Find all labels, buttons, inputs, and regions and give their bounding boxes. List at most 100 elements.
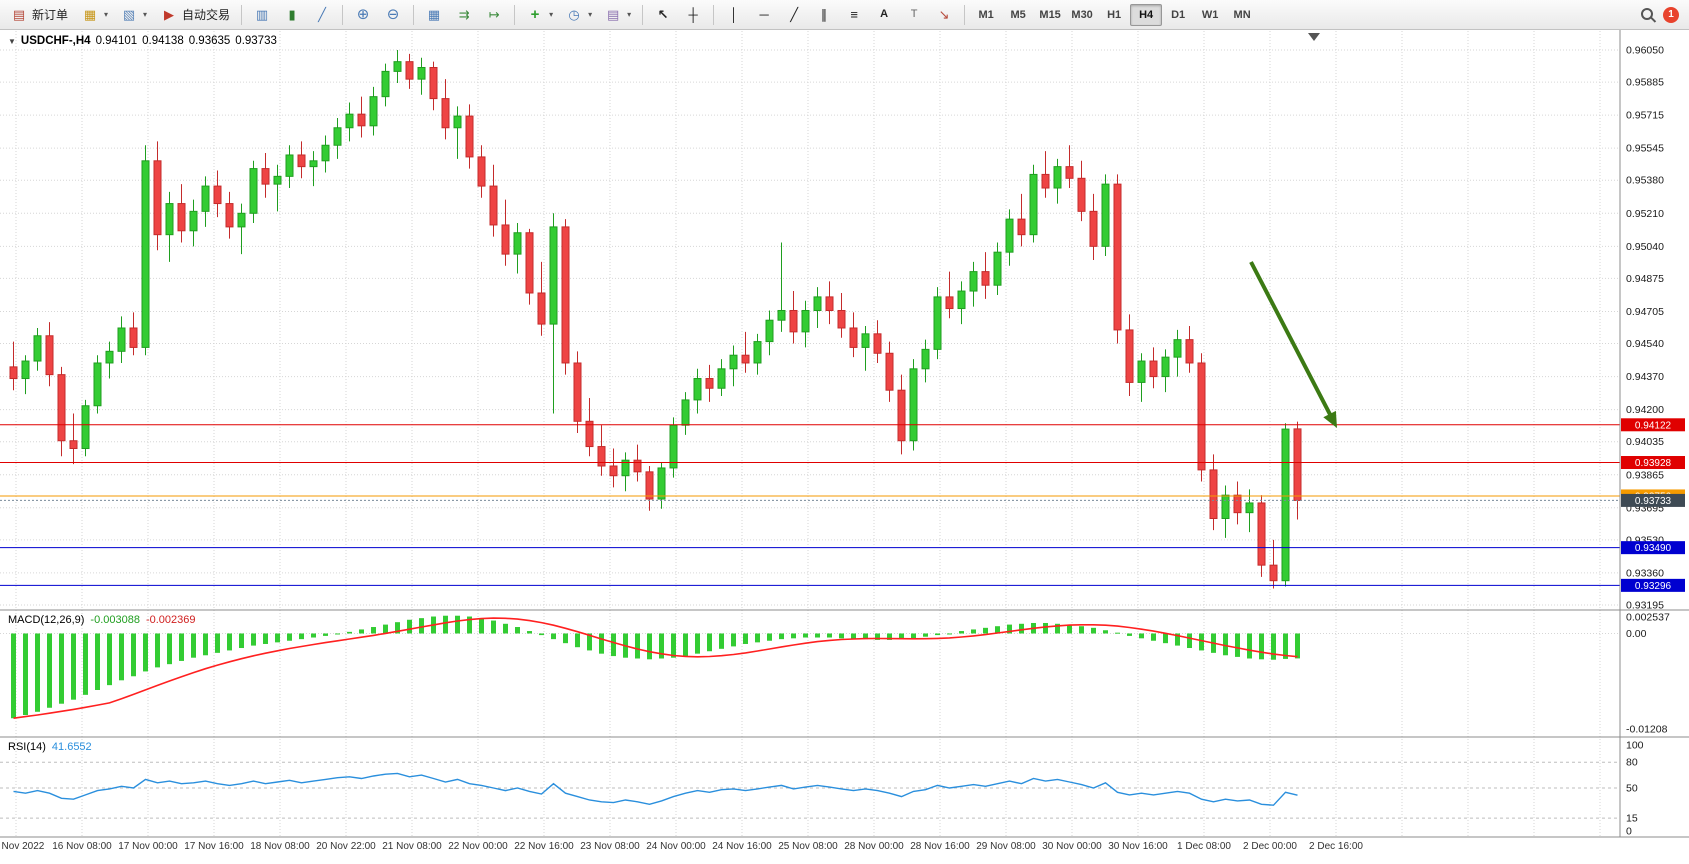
auto-trading-button[interactable]: 自动交易 (154, 2, 236, 28)
templates-dropdown-caret-icon[interactable]: ▾ (627, 10, 632, 19)
trendline-button[interactable] (779, 2, 809, 28)
time-axis-label: 17 Nov 00:00 (118, 841, 178, 852)
macd-histogram-bar (131, 633, 136, 677)
timeframe-mn-button[interactable]: MN (1233, 8, 1251, 21)
candle-bear (741, 354, 750, 364)
macd-histogram-bar (1283, 633, 1288, 659)
macd-histogram-bar (143, 633, 148, 672)
macd-axis-label: 0.002537 (1626, 612, 1670, 624)
timeframe-h4-button[interactable]: H4 (1130, 3, 1163, 26)
toolbar-separator (642, 4, 644, 25)
timeframe-w1-button[interactable]: W1 (1201, 8, 1219, 21)
chart-shift-icon (485, 6, 503, 24)
candle-bear (1149, 360, 1158, 378)
macd-histogram-bar (539, 633, 544, 636)
new-order-icon (10, 6, 28, 24)
fibonacci-button[interactable] (839, 2, 869, 28)
candle-bear (1041, 173, 1050, 189)
macd-histogram-bar (299, 633, 304, 640)
macd-histogram-bar (311, 633, 316, 638)
timeframe-d1-button[interactable]: D1 (1171, 8, 1186, 21)
horizontal-line-icon (755, 6, 773, 24)
periods-button[interactable]: ▾ (559, 2, 598, 28)
candle-bear (573, 362, 582, 422)
charts-dropdown-caret-icon[interactable]: ▾ (104, 10, 109, 19)
candle-bull (1005, 218, 1014, 253)
candle-bear (525, 232, 534, 294)
indicators-dropdown-caret-icon[interactable]: ▾ (549, 10, 554, 19)
macd-histogram-bar (899, 633, 904, 640)
trend-arrow-object[interactable] (1249, 261, 1333, 417)
time-axis-label: 20 Nov 22:00 (316, 841, 376, 852)
zoom-out-button[interactable] (378, 2, 408, 28)
toolbar: 新订单 ▾ ▾ 自动交易 ▾ ▾ ▾ M1 M5 M15 M30 H1 H4 D1 W1 MN 1 (0, 0, 1689, 30)
profiles-button[interactable]: ▾ (114, 2, 153, 28)
timeframe-m5-button[interactable]: M5 (1010, 8, 1026, 21)
candle-bull (657, 467, 666, 500)
text-button[interactable] (869, 2, 899, 28)
candle-bull (93, 362, 102, 407)
timeframe-h1-button[interactable]: H1 (1107, 8, 1122, 21)
candle-bull (309, 160, 318, 168)
timeframe-m30-button[interactable]: M30 (1071, 8, 1093, 21)
vertical-line-button[interactable] (719, 2, 749, 28)
periods-dropdown-caret-icon[interactable]: ▾ (588, 10, 593, 19)
fibonacci-icon (845, 6, 863, 24)
macd-histogram-bar (671, 633, 676, 658)
macd-histogram-bar (1151, 633, 1156, 641)
timeframe-m1-button[interactable]: M1 (978, 8, 994, 21)
candle-bull (957, 290, 966, 310)
arrows-button[interactable] (929, 2, 959, 28)
hline-price-tag-text: 0.93296 (1635, 581, 1672, 592)
candle-bear (597, 446, 606, 467)
profiles-dropdown-caret-icon[interactable]: ▾ (143, 10, 148, 19)
macd-histogram-bar (851, 633, 856, 640)
macd-axis-label: 0.00 (1626, 628, 1647, 640)
chart-shift-button[interactable] (479, 2, 509, 28)
macd-histogram-bar (383, 624, 388, 634)
macd-histogram-bar (251, 633, 256, 646)
hline-price-tag (1621, 456, 1685, 470)
candle-bull (621, 459, 630, 477)
macd-histogram-bar (179, 633, 184, 661)
candle-bull (729, 354, 738, 370)
tile-windows-icon (425, 6, 443, 24)
zoom-in-button[interactable] (348, 2, 378, 28)
channel-button[interactable] (809, 2, 839, 28)
candle-bear (429, 66, 438, 100)
candlestick-chart-button[interactable] (277, 2, 307, 28)
search-icon[interactable] (1639, 6, 1657, 24)
charts-button[interactable]: ▾ (75, 2, 114, 28)
cursor-button[interactable] (648, 2, 678, 28)
templates-icon (604, 6, 622, 24)
auto-scroll-button[interactable] (449, 2, 479, 28)
text-label-button[interactable] (899, 2, 929, 28)
macd-histogram-bar (779, 633, 784, 640)
macd-histogram-bar (1235, 633, 1240, 657)
macd-histogram-bar (575, 633, 580, 648)
macd-histogram-bar (1067, 624, 1072, 634)
trend-arrow-head[interactable] (1323, 410, 1337, 428)
templates-button[interactable]: ▾ (598, 2, 637, 28)
hline-price-tag-text: 0.93928 (1635, 458, 1672, 469)
timeframe-m15-button[interactable]: M15 (1039, 8, 1061, 21)
candle-bear (561, 226, 570, 364)
rsi-axis-label: 100 (1626, 740, 1644, 752)
horizontal-line-button[interactable] (749, 2, 779, 28)
bar-chart-icon (253, 6, 271, 24)
candle-bull (321, 144, 330, 162)
line-chart-button[interactable] (307, 2, 337, 28)
one-click-trading-toggle-icon[interactable]: ▼ (8, 36, 16, 46)
notification-badge[interactable]: 1 (1663, 6, 1679, 23)
candle-bull (1161, 356, 1170, 378)
tile-windows-button[interactable] (419, 2, 449, 28)
new-order-button[interactable]: 新订单 (4, 2, 74, 28)
macd-histogram-bar (1043, 622, 1048, 634)
bar-chart-button[interactable] (247, 2, 277, 28)
candle-bear (477, 156, 486, 187)
candle-bull (189, 210, 198, 232)
crosshair-button[interactable] (678, 2, 708, 28)
indicators-button[interactable]: ▾ (520, 2, 559, 28)
macd-histogram-bar (371, 627, 376, 634)
